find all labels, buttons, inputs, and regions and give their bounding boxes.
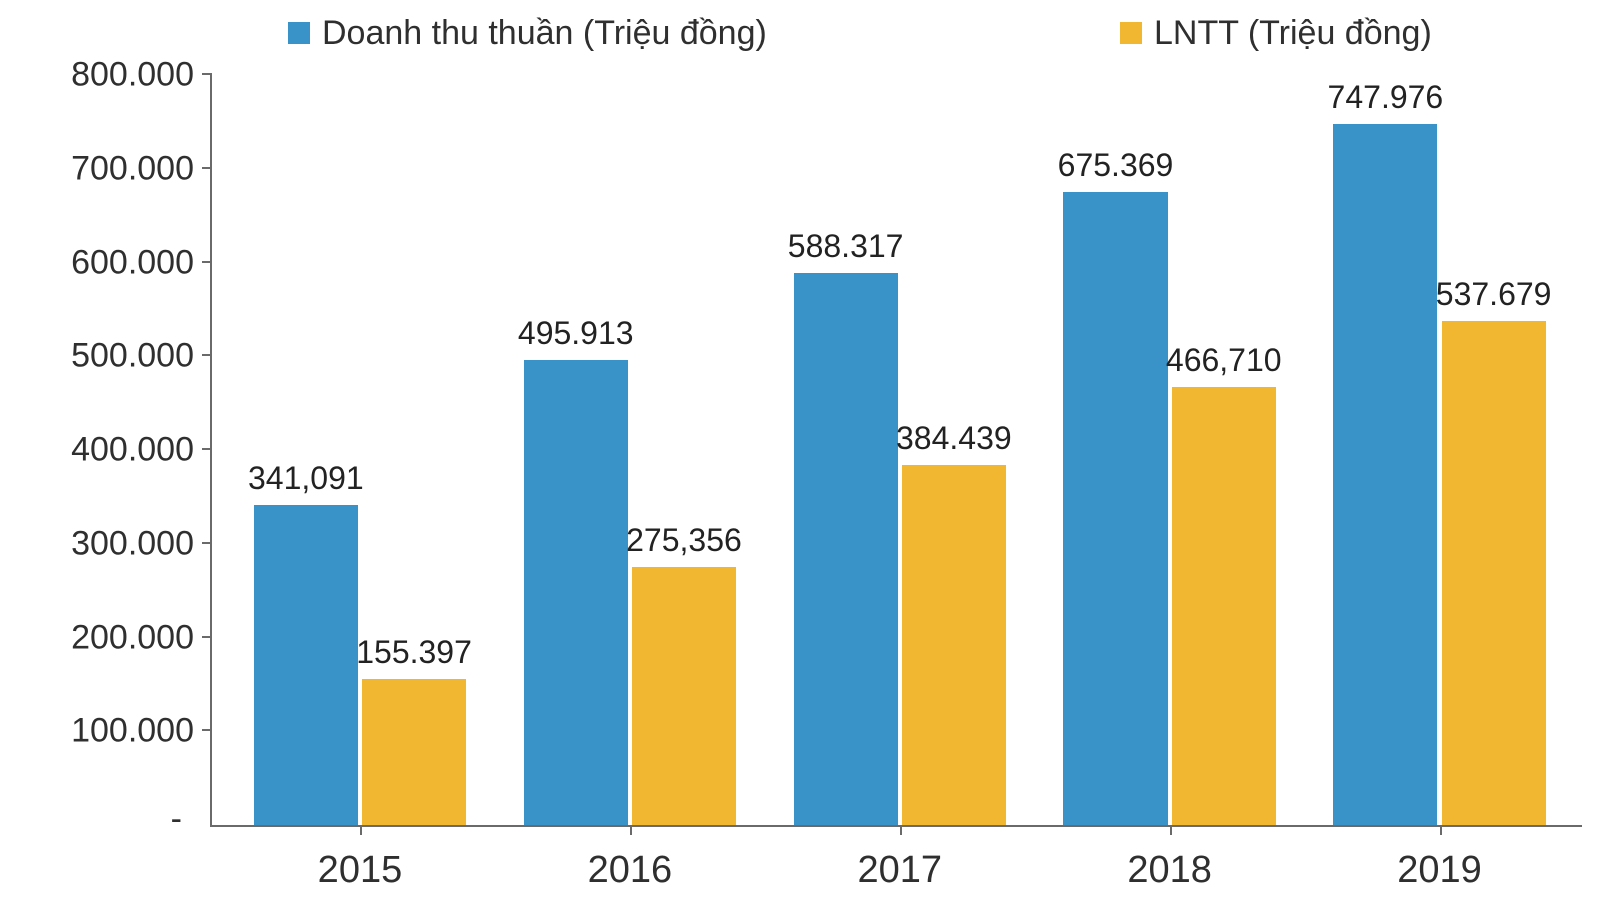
y-tick-mark bbox=[202, 261, 212, 263]
bar-revenue bbox=[1333, 124, 1437, 825]
x-category-label: 2018 bbox=[1127, 849, 1212, 892]
legend-label-lntt: LNTT (Triệu đồng) bbox=[1154, 14, 1432, 53]
bar-revenue bbox=[524, 360, 628, 825]
value-label-revenue: 747.976 bbox=[1328, 79, 1444, 116]
legend: Doanh thu thuần (Triệu đồng) LNTT (Triệu… bbox=[0, 8, 1600, 58]
bar-revenue bbox=[1063, 192, 1167, 825]
bar-revenue bbox=[254, 505, 358, 825]
legend-item-revenue: Doanh thu thuần (Triệu đồng) bbox=[288, 14, 767, 53]
value-label-lntt: 155.397 bbox=[356, 634, 472, 671]
y-tick-mark bbox=[202, 729, 212, 731]
x-tick-mark bbox=[360, 825, 362, 835]
x-tick-mark bbox=[1170, 825, 1172, 835]
bar-revenue bbox=[794, 273, 898, 825]
y-tick-label: 500.000 bbox=[71, 337, 194, 376]
plot-area: - 100.000200.000300.000400.000500.000600… bbox=[210, 75, 1582, 827]
bar-lntt bbox=[632, 567, 736, 825]
y-tick-label: 600.000 bbox=[71, 243, 194, 282]
y-tick-mark bbox=[202, 167, 212, 169]
x-tick-mark bbox=[1440, 825, 1442, 835]
y-tick-mark bbox=[202, 636, 212, 638]
value-label-revenue: 495.913 bbox=[518, 315, 634, 352]
value-label-revenue: 675.369 bbox=[1058, 147, 1174, 184]
value-label-lntt: 275,356 bbox=[626, 522, 742, 559]
bar-lntt bbox=[362, 679, 466, 825]
bar-lntt bbox=[1172, 387, 1276, 825]
x-tick-mark bbox=[900, 825, 902, 835]
y-tick-mark bbox=[202, 73, 212, 75]
x-category-label: 2017 bbox=[857, 849, 942, 892]
y-zero-label: - bbox=[171, 800, 182, 839]
y-tick-label: 700.000 bbox=[71, 149, 194, 188]
bar-lntt bbox=[902, 465, 1006, 825]
y-tick-mark bbox=[202, 354, 212, 356]
x-category-label: 2019 bbox=[1397, 849, 1482, 892]
x-category-label: 2015 bbox=[318, 849, 403, 892]
y-tick-label: 200.000 bbox=[71, 618, 194, 657]
x-tick-mark bbox=[630, 825, 632, 835]
y-tick-mark bbox=[202, 448, 212, 450]
bar-lntt bbox=[1442, 321, 1546, 825]
value-label-revenue: 588.317 bbox=[788, 228, 904, 265]
x-category-label: 2016 bbox=[588, 849, 673, 892]
legend-label-revenue: Doanh thu thuần (Triệu đồng) bbox=[322, 14, 767, 53]
legend-item-lntt: LNTT (Triệu đồng) bbox=[1120, 14, 1432, 53]
y-tick-mark bbox=[202, 542, 212, 544]
legend-swatch-lntt bbox=[1120, 22, 1142, 44]
value-label-lntt: 537.679 bbox=[1436, 276, 1552, 313]
y-tick-label: 300.000 bbox=[71, 524, 194, 563]
value-label-lntt: 384.439 bbox=[896, 420, 1012, 457]
value-label-revenue: 341,091 bbox=[248, 460, 364, 497]
y-tick-label: 400.000 bbox=[71, 431, 194, 470]
y-tick-label: 100.000 bbox=[71, 712, 194, 751]
y-tick-label: 800.000 bbox=[71, 56, 194, 95]
value-label-lntt: 466,710 bbox=[1166, 342, 1282, 379]
revenue-lntt-chart: Doanh thu thuần (Triệu đồng) LNTT (Triệu… bbox=[0, 0, 1600, 917]
legend-swatch-revenue bbox=[288, 22, 310, 44]
